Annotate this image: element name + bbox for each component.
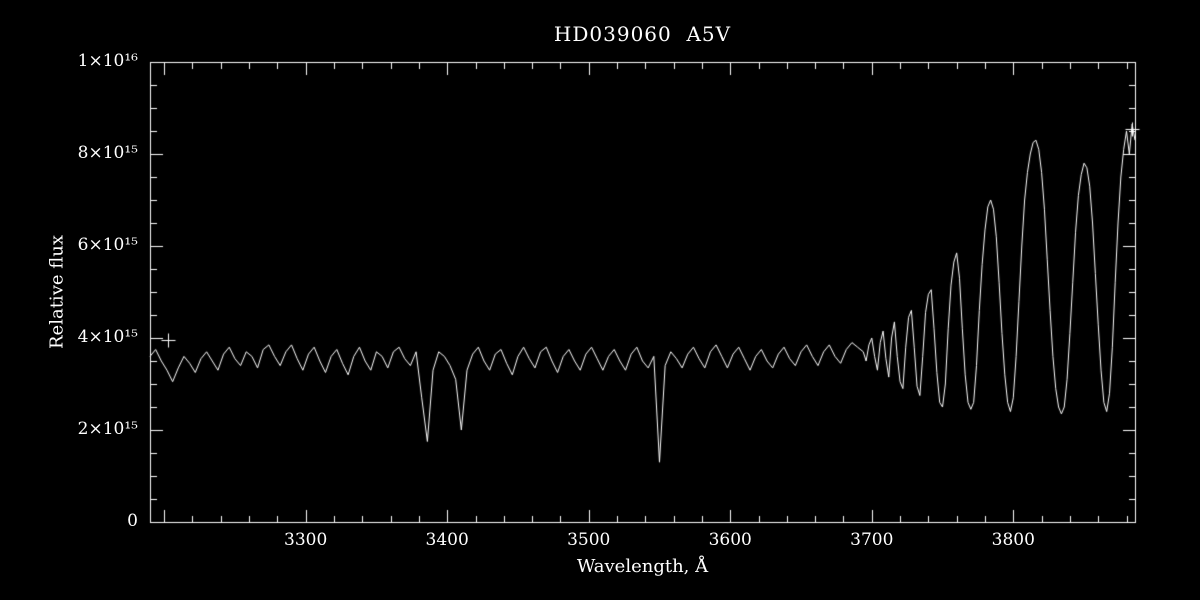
chart-title: HD039060 A5V <box>553 22 732 46</box>
x-tick-label: 3500 <box>567 530 611 550</box>
y-tick-label: 6×10¹⁵ <box>77 235 138 255</box>
x-tick-label: 3400 <box>425 530 469 550</box>
x-tick-label: 3300 <box>284 530 328 550</box>
y-tick-label: 8×10¹⁵ <box>77 143 138 163</box>
y-tick-label: 2×10¹⁵ <box>77 419 138 439</box>
y-tick-label: 1×10¹⁶ <box>77 51 138 71</box>
x-tick-label: 3600 <box>708 530 752 550</box>
x-axis-label: Wavelength, Å <box>576 556 709 577</box>
x-tick-label: 3800 <box>991 530 1035 550</box>
y-tick-label: 0 <box>127 511 138 531</box>
x-tick-label: 3700 <box>850 530 894 550</box>
y-tick-label: 4×10¹⁵ <box>77 327 138 347</box>
